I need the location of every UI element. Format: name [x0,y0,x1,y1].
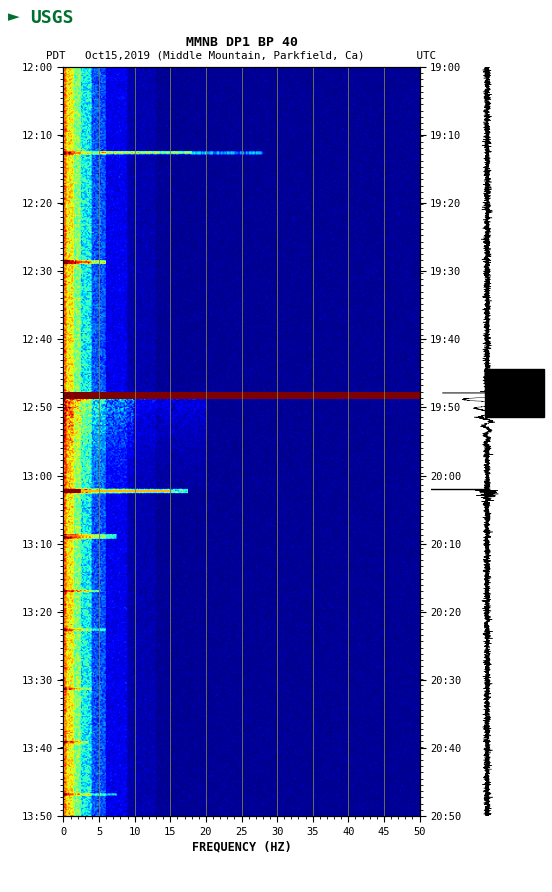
Bar [485,369,544,417]
Text: MMNB DP1 BP 40: MMNB DP1 BP 40 [185,36,298,49]
Text: PDT   Oct15,2019 (Middle Mountain, Parkfield, Ca)        UTC: PDT Oct15,2019 (Middle Mountain, Parkfie… [46,51,437,61]
Text: ►: ► [8,9,20,24]
X-axis label: FREQUENCY (HZ): FREQUENCY (HZ) [192,841,291,854]
Text: USGS: USGS [30,9,74,27]
